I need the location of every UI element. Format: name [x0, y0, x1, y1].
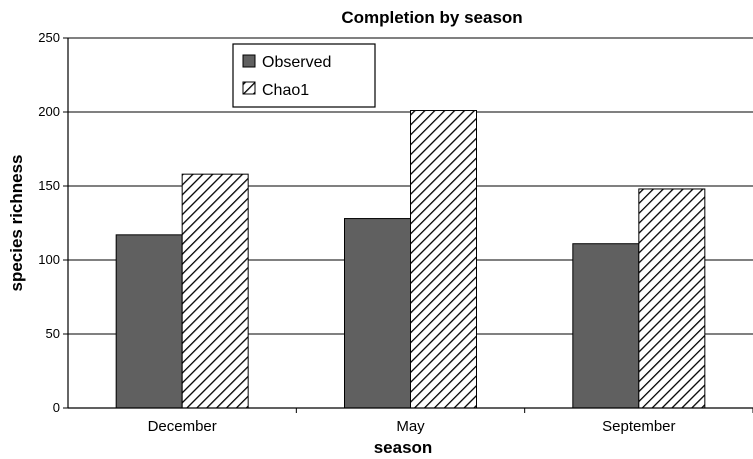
y-axis-label: species richness	[7, 154, 26, 291]
y-tick-labels: 0 50 100 150 200 250	[38, 30, 68, 415]
y-tick-label: 250	[38, 30, 60, 45]
x-tick-label: December	[148, 418, 217, 435]
y-tick-label: 200	[38, 104, 60, 119]
x-tick-labels: December May September	[148, 408, 753, 435]
bar-observed-september	[572, 243, 640, 409]
x-axis-label: season	[374, 438, 433, 457]
y-tick-label: 150	[38, 178, 60, 193]
legend-label-chao1: Chao1	[262, 82, 309, 99]
legend-label-observed: Observed	[262, 54, 331, 71]
legend: Observed Chao1	[232, 43, 376, 108]
y-tick-label: 50	[46, 326, 60, 341]
legend-swatch-chao1	[242, 81, 256, 95]
x-tick-label: September	[602, 418, 675, 435]
bar-chao1-december	[181, 173, 249, 409]
x-tick-label: May	[396, 418, 425, 435]
bars	[115, 110, 706, 409]
legend-swatch-observed	[242, 54, 256, 68]
bar-observed-december	[115, 234, 183, 409]
bar-chao1-may	[410, 110, 477, 409]
bar-observed-may	[344, 218, 411, 409]
legend-box	[232, 43, 376, 108]
chart-title: Completion by season	[341, 8, 522, 27]
bar-chao1-september	[638, 188, 706, 409]
y-tick-label: 0	[53, 400, 60, 415]
y-tick-label: 100	[38, 252, 60, 267]
